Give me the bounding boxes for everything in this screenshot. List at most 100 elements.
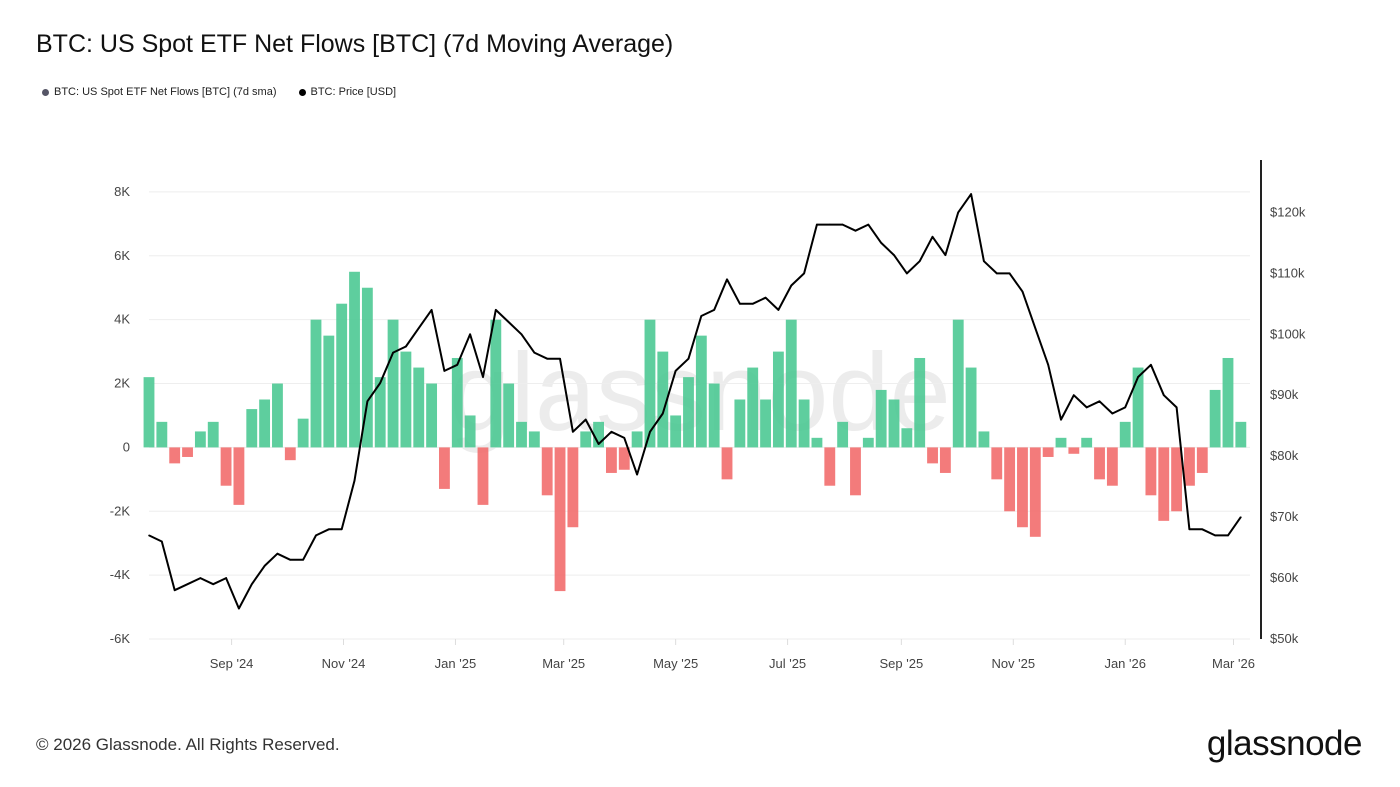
flow-bar xyxy=(207,421,219,448)
price-point xyxy=(597,443,600,445)
flow-bar xyxy=(875,389,887,448)
flow-bar xyxy=(567,447,579,528)
price-point xyxy=(1240,516,1242,518)
flow-bar xyxy=(708,383,720,448)
flow-bar xyxy=(169,447,181,464)
price-point xyxy=(173,589,176,592)
price-point xyxy=(726,278,728,281)
y-left-tick-label: 0 xyxy=(123,439,130,454)
flow-bar xyxy=(1132,367,1144,448)
flow-bar xyxy=(361,287,373,448)
price-point xyxy=(289,558,292,561)
flow-bar xyxy=(1145,447,1157,496)
price-point xyxy=(880,242,882,244)
price-point xyxy=(1098,400,1101,403)
flow-bar xyxy=(952,319,964,448)
flow-bar xyxy=(1081,437,1093,448)
flow-bar xyxy=(862,437,874,448)
flow-bar xyxy=(593,421,604,448)
legend-label-flows: BTC: US Spot ETF Net Flows [BTC] (7d sma… xyxy=(54,86,277,98)
flow-bar xyxy=(554,447,566,592)
legend-dot-flows xyxy=(42,88,49,96)
flow-bar xyxy=(837,421,849,448)
price-point xyxy=(906,272,908,275)
price-point xyxy=(636,473,638,476)
price-point xyxy=(983,260,985,262)
flow-bar xyxy=(1094,447,1105,480)
price-point xyxy=(302,558,304,561)
price-point xyxy=(148,534,150,537)
x-tick-label: Jul '25 xyxy=(769,656,806,671)
flow-bar xyxy=(387,319,399,448)
price-point xyxy=(1137,376,1139,378)
price-point xyxy=(572,430,574,433)
y-right-tick-label: $80k xyxy=(1270,448,1299,463)
x-tick-label: Mar '26 xyxy=(1212,656,1255,671)
flow-bar xyxy=(824,447,836,486)
price-point xyxy=(995,272,998,275)
flow-bar xyxy=(850,447,861,496)
legend-item-price[interactable]: BTC: Price [USD] xyxy=(298,86,396,98)
flow-bar xyxy=(785,319,797,448)
price-point xyxy=(764,296,767,299)
flow-bar xyxy=(490,319,502,448)
price-point xyxy=(828,223,831,226)
flow-bar xyxy=(760,399,771,448)
price-point xyxy=(276,552,279,555)
flow-bar xyxy=(644,319,656,448)
price-point xyxy=(430,309,433,311)
copyright: © 2026 Glassnode. All Rights Reserved. xyxy=(36,735,340,754)
flow-bar xyxy=(978,431,990,448)
flow-bar xyxy=(888,399,900,448)
price-point xyxy=(944,254,947,256)
price-point xyxy=(610,430,613,433)
price-point xyxy=(520,333,523,336)
price-point xyxy=(674,370,677,372)
x-tick-label: May '25 xyxy=(653,656,698,671)
price-point xyxy=(1188,528,1191,531)
price-point xyxy=(918,260,921,262)
price-point xyxy=(186,583,189,585)
y-right-tick-label: $50k xyxy=(1270,631,1299,646)
price-point xyxy=(456,363,459,366)
price-point xyxy=(533,351,536,354)
price-point xyxy=(1034,327,1037,329)
price-point xyxy=(353,479,356,482)
price-point xyxy=(507,321,510,323)
price-point xyxy=(263,565,266,567)
price-point xyxy=(1175,406,1178,409)
y-right-tick-label: $120k xyxy=(1270,204,1306,219)
glassnode-logo: glassnode xyxy=(1206,724,1363,763)
flow-bar xyxy=(1196,447,1208,473)
y-left-tick-label: -2K xyxy=(110,503,131,518)
flow-bar xyxy=(1235,421,1247,448)
price-point xyxy=(1008,272,1011,275)
flow-bar xyxy=(426,383,438,448)
flow-bar xyxy=(901,428,913,448)
flow-bar xyxy=(1106,447,1118,486)
flow-bar xyxy=(618,447,630,470)
price-point xyxy=(495,309,497,311)
x-tick-label: Sep '24 xyxy=(210,656,254,671)
price-point xyxy=(250,583,253,585)
flow-bar xyxy=(683,377,694,448)
legend-item-flows[interactable]: BTC: US Spot ETF Net Flows [BTC] (7d sma… xyxy=(42,86,277,98)
flow-bar xyxy=(1171,447,1183,512)
x-tick-label: Jan '25 xyxy=(435,656,477,671)
price-point xyxy=(340,528,343,531)
price-point xyxy=(1111,412,1114,415)
price-point xyxy=(238,607,240,610)
flow-bar xyxy=(811,437,823,448)
flow-bar xyxy=(772,351,784,448)
flow-bar xyxy=(580,431,592,448)
price-point xyxy=(1085,406,1088,409)
flow-bar xyxy=(605,447,617,473)
price-point xyxy=(1214,534,1216,537)
flow-bar xyxy=(541,447,553,496)
price-point xyxy=(1060,418,1062,421)
price-point xyxy=(1162,394,1165,397)
flow-bar xyxy=(259,399,271,448)
y-right-tick-label: $110k xyxy=(1270,265,1305,280)
price-point xyxy=(803,272,805,275)
